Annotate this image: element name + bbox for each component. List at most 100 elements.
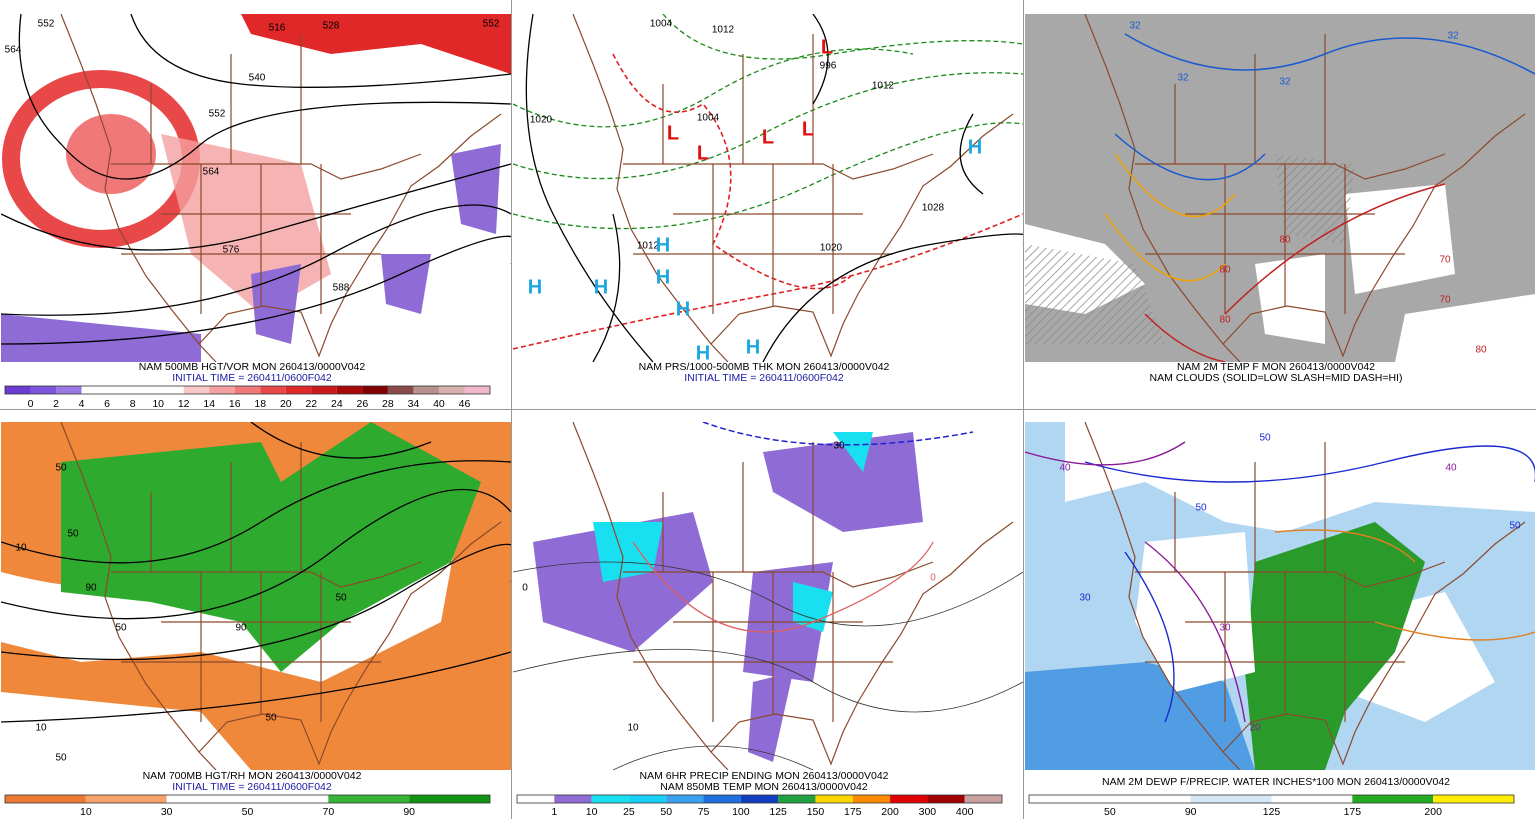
- colorbar-tick-label: 22: [305, 398, 317, 410]
- vorticity: [251, 144, 501, 344]
- colorbar-box: [666, 795, 704, 803]
- caption: INITIAL TIME = 260411/0600F042: [172, 781, 332, 793]
- colorbar-box: [328, 795, 410, 803]
- isotherm: [1104, 153, 1236, 282]
- map-label: 564: [203, 167, 220, 178]
- vorticity: [66, 114, 156, 194]
- isodrosotherm: [1274, 529, 1535, 641]
- caption: NAM 2M TEMP F MON 260413/0000V042: [1177, 361, 1375, 373]
- map-label: 50: [67, 529, 79, 540]
- vorticity: [241, 14, 511, 74]
- colorbar-tick-label: 14: [203, 398, 215, 410]
- map-label: H: [528, 276, 542, 298]
- caption: NAM CLOUDS (SOLID=LOW SLASH=MID DASH=HI): [1150, 372, 1403, 384]
- colorbar-tick-label: 400: [956, 806, 974, 818]
- map-label: 576: [223, 245, 240, 256]
- colorbar-box: [413, 386, 439, 394]
- colorbar-tick-label: 16: [229, 398, 241, 410]
- map-label: 1012: [637, 241, 660, 252]
- map-label: 0: [522, 583, 528, 594]
- map-dewpoint: 40 30 50 40 50 30 20 50: [1025, 422, 1535, 770]
- precip: [593, 432, 873, 632]
- colorbar-box: [815, 795, 853, 803]
- colorbar-box: [740, 795, 779, 803]
- map-label: 10: [35, 723, 47, 734]
- map-label: 32: [1129, 21, 1141, 32]
- map-label: 540: [249, 73, 266, 84]
- map-label: 1020: [820, 243, 843, 254]
- colorbar-tick-label: 12: [178, 398, 190, 410]
- colorbar-box: [1271, 795, 1353, 803]
- map-label: 552: [209, 109, 226, 120]
- colorbar-box: [234, 386, 261, 394]
- colorbar-box: [1190, 795, 1272, 803]
- vorticity: [1, 314, 201, 362]
- colorbar-box: [1433, 795, 1514, 803]
- colorbar-tick-label: 300: [919, 806, 937, 818]
- map-label: 50: [265, 713, 277, 724]
- mid-cloud: [1025, 154, 1355, 344]
- map-label: 40: [1059, 463, 1071, 474]
- colorbar-tick-label: 125: [1263, 806, 1281, 818]
- colorbar-box: [703, 795, 741, 803]
- map-label: 1028: [922, 203, 945, 214]
- map-label: H: [746, 336, 760, 358]
- map-label: 50: [335, 593, 347, 604]
- clear-sky: [1025, 184, 1535, 362]
- isotherm: [513, 561, 1023, 770]
- colorbar-tick-label: 34: [408, 398, 420, 410]
- colorbar-tick-label: 150: [807, 806, 825, 818]
- panel: NAM 6HR PRECIP ENDING MON 260413/0000V04…: [516, 770, 1003, 818]
- colorbar-box: [285, 386, 312, 394]
- map-label: 32: [1447, 31, 1459, 42]
- map-label: 552: [38, 19, 55, 30]
- colorbar-box: [85, 795, 167, 803]
- map-label: 80: [1475, 345, 1487, 356]
- colorbar-box: [778, 795, 816, 803]
- contour: [1, 14, 511, 345]
- map-label: 90: [85, 583, 97, 594]
- map-label: 1012: [872, 81, 895, 92]
- colorbar-tick-label: 90: [1185, 806, 1197, 818]
- map-label: 1012: [712, 25, 735, 36]
- colorbar-box: [209, 386, 235, 394]
- map-label: L: [762, 126, 774, 148]
- colorbar-box: [628, 795, 667, 803]
- contour: [525, 14, 1023, 362]
- colorbar-box: [409, 795, 490, 803]
- colorbar-tick-label: 24: [331, 398, 343, 410]
- colorbar-tick-label: 30: [161, 806, 173, 818]
- colorbar-tick-label: 2: [53, 398, 59, 410]
- panel: NAM PRS/1000-500MB THK MON 260413/0000V0…: [639, 361, 890, 384]
- colorbar-box: [107, 386, 133, 394]
- colorbar-tick-label: 46: [459, 398, 471, 410]
- map-label: 30: [1219, 623, 1231, 634]
- pw-green: [1245, 522, 1425, 770]
- map-label: 1004: [650, 19, 673, 30]
- map-label: 0: [930, 573, 936, 584]
- map-label: 10: [627, 723, 639, 734]
- map-label: 80: [1219, 265, 1231, 276]
- map-label: 528: [323, 21, 340, 32]
- colorbar-box: [5, 795, 86, 803]
- colorbar-box: [1109, 795, 1191, 803]
- caption: INITIAL TIME = 260411/0600F042: [684, 372, 844, 384]
- map-label: 1020: [530, 115, 553, 126]
- colorbar-box: [311, 386, 337, 394]
- map-label: 80: [1219, 315, 1231, 326]
- map-label: 50: [55, 753, 67, 764]
- map-label: H: [696, 342, 710, 364]
- precip: [533, 432, 923, 762]
- colorbar-box: [5, 386, 31, 394]
- map-label: 564: [5, 45, 22, 56]
- caption: NAM 2M DEWP F/PRECIP. WATER INCHES*100 M…: [1102, 776, 1450, 788]
- colorbar-tick-label: 75: [698, 806, 710, 818]
- rh-green: [61, 422, 481, 672]
- colorbar-tick-label: 175: [844, 806, 862, 818]
- colorbar-tick-label: 10: [586, 806, 598, 818]
- colorbar-box: [30, 386, 57, 394]
- map-label: 20: [1249, 723, 1261, 734]
- colorbar-tick-label: 10: [152, 398, 164, 410]
- colorbar-tick-label: 4: [79, 398, 85, 410]
